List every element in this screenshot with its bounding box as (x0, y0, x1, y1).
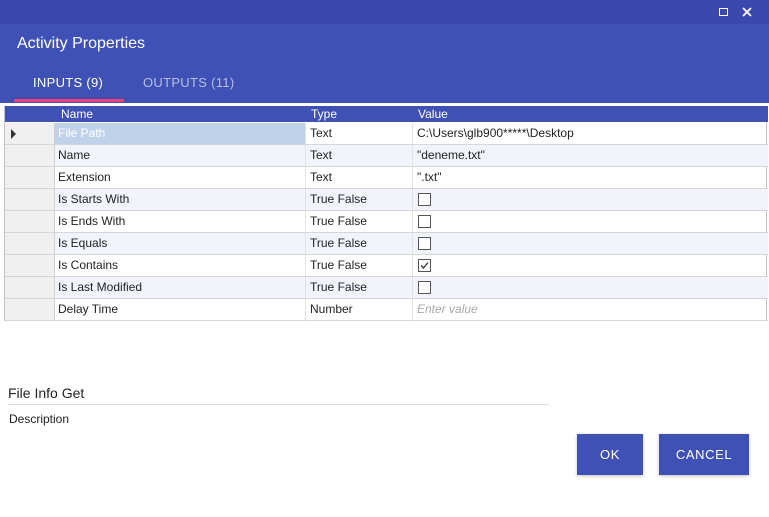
grid-header: Name Type Value (5, 106, 768, 122)
properties-grid: Name Type Value File Path Text C:\Users\gl… (4, 106, 768, 321)
property-type: True False (306, 277, 413, 299)
window-titlebar (0, 0, 769, 24)
row-selector[interactable] (5, 123, 55, 145)
tab-inputs[interactable]: INPUTS (9) (33, 75, 104, 90)
property-name: File Path (55, 123, 306, 145)
value-checkbox[interactable] (418, 237, 431, 250)
property-name: Is Last Modified (55, 277, 306, 299)
property-type: True False (306, 189, 413, 211)
property-value[interactable] (413, 189, 768, 211)
property-type: Text (306, 167, 413, 189)
property-value[interactable]: "deneme.txt" (413, 145, 768, 167)
table-row[interactable]: Is Equals True False (5, 233, 768, 255)
value-checkbox[interactable] (418, 281, 431, 294)
tab-outputs[interactable]: OUTPUTS (11) (143, 75, 235, 90)
table-row[interactable]: File Path Text C:\Users\glb900*****\Deskto… (5, 123, 768, 145)
active-tab-indicator (14, 99, 124, 102)
column-header-value[interactable]: Value (418, 107, 448, 121)
value-checkbox[interactable] (418, 215, 431, 228)
activity-name: File Info Get (8, 385, 85, 401)
row-selector[interactable] (5, 145, 55, 167)
value-checkbox[interactable] (418, 193, 431, 206)
column-header-name[interactable]: Name (61, 107, 94, 121)
property-name: Delay Time (55, 299, 306, 321)
property-name: Is Starts With (55, 189, 306, 211)
property-value[interactable]: Enter value (413, 299, 768, 321)
property-value[interactable] (413, 277, 768, 299)
dialog-header: Activity Properties INPUTS (9) OUTPUTS (… (0, 24, 769, 103)
table-row[interactable]: Extension Text ".txt" (5, 167, 768, 189)
property-type: True False (306, 233, 413, 255)
row-selector[interactable] (5, 233, 55, 255)
info-divider (8, 404, 549, 405)
maximize-icon[interactable] (714, 3, 732, 21)
column-header-type[interactable]: Type (311, 107, 338, 121)
description-label: Description (9, 412, 70, 426)
property-type: Number (306, 299, 413, 321)
close-icon[interactable] (738, 3, 756, 21)
dialog-title: Activity Properties (17, 35, 146, 52)
property-value[interactable]: ".txt" (413, 167, 768, 189)
table-row[interactable]: Name Text "deneme.txt" (5, 145, 768, 167)
property-value[interactable]: C:\Users\glb900*****\Desktop (413, 123, 768, 145)
property-name: Is Contains (55, 255, 306, 277)
table-row[interactable]: Is Contains True False (5, 255, 768, 277)
row-selector[interactable] (5, 211, 55, 233)
cancel-button[interactable]: CANCEL (659, 434, 749, 475)
value-placeholder: Enter value (417, 302, 478, 316)
table-row[interactable]: Is Starts With True False (5, 189, 768, 211)
property-value[interactable] (413, 233, 768, 255)
row-selector[interactable] (5, 255, 55, 277)
property-name: Is Equals (55, 233, 306, 255)
property-name: Is Ends With (55, 211, 306, 233)
table-row[interactable]: Delay Time Number Enter value (5, 299, 768, 321)
row-selector[interactable] (5, 189, 55, 211)
row-selector[interactable] (5, 277, 55, 299)
checkmark-icon (420, 262, 429, 269)
property-type: Text (306, 145, 413, 167)
property-type: Text (306, 123, 413, 145)
value-checkbox[interactable] (418, 259, 431, 272)
property-type: True False (306, 211, 413, 233)
ok-button[interactable]: OK (577, 434, 643, 475)
current-row-icon (11, 129, 16, 139)
property-name: Extension (55, 167, 306, 189)
property-name: Name (55, 145, 306, 167)
row-selector[interactable] (5, 167, 55, 189)
property-value[interactable] (413, 255, 768, 277)
table-row[interactable]: Is Last Modified True False (5, 277, 768, 299)
property-type: True False (306, 255, 413, 277)
row-selector[interactable] (5, 299, 55, 321)
table-row[interactable]: Is Ends With True False (5, 211, 768, 233)
property-value[interactable] (413, 211, 768, 233)
